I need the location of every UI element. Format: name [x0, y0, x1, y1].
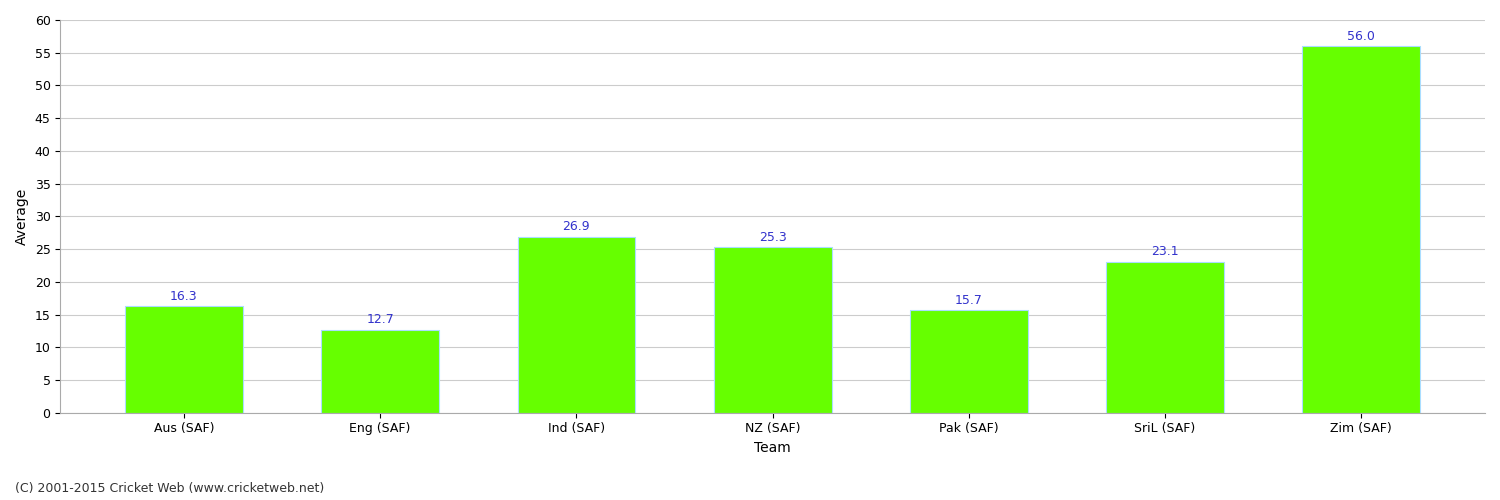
Bar	[1302, 46, 1420, 412]
Text: 16.3: 16.3	[170, 290, 198, 303]
Text: 12.7: 12.7	[366, 314, 394, 326]
Text: (C) 2001-2015 Cricket Web (www.cricketweb.net): (C) 2001-2015 Cricket Web (www.cricketwe…	[15, 482, 324, 495]
Text: 23.1: 23.1	[1152, 246, 1179, 258]
Text: 26.9: 26.9	[562, 220, 590, 234]
Text: 15.7: 15.7	[956, 294, 982, 306]
Bar	[714, 247, 831, 412]
Bar	[124, 306, 243, 412]
Text: 56.0: 56.0	[1347, 30, 1376, 43]
Bar	[1107, 262, 1224, 412]
Bar	[518, 236, 636, 412]
Y-axis label: Average: Average	[15, 188, 28, 245]
Bar	[910, 310, 1028, 412]
X-axis label: Team: Team	[754, 441, 790, 455]
Text: 25.3: 25.3	[759, 231, 786, 244]
Bar	[321, 330, 440, 412]
